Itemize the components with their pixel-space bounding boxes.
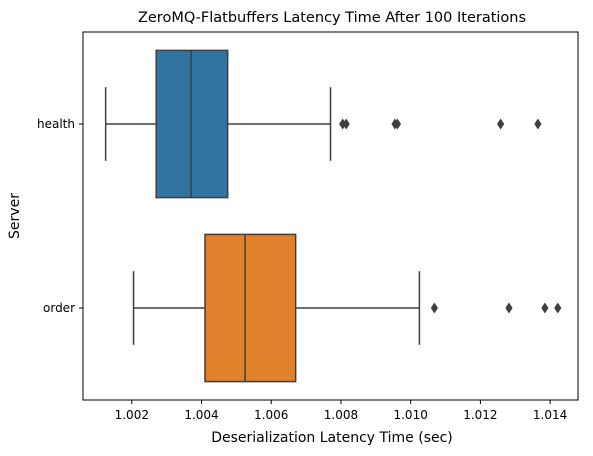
y-tick-label: order [43,301,75,315]
outlier-point [430,302,438,314]
chart-title: ZeroMQ-Flatbuffers Latency Time After 10… [138,10,526,26]
box-order [204,233,297,383]
x-axis-label: Deserialization Latency Time (sec) [211,430,453,446]
x-tick-label: 1.010 [393,408,427,422]
x-tick-label: 1.008 [324,408,358,422]
y-axis-label: Server [7,193,23,239]
outlier-point [505,302,513,314]
x-tick-label: 1.006 [254,408,288,422]
x-tick-label: 1.014 [533,408,567,422]
outlier-point [342,118,350,130]
y-tick-label: health [37,117,75,131]
outlier-point [541,302,549,314]
plot-area [104,49,562,383]
outlier-point [534,118,542,130]
x-tick-label: 1.004 [184,408,218,422]
outlier-point [393,118,402,130]
plot-frame [82,31,579,401]
x-tick-label: 1.002 [115,408,149,422]
outlier-point [554,302,562,314]
x-tick-label: 1.012 [463,408,497,422]
outlier-point [497,118,505,130]
box-health [155,49,229,199]
